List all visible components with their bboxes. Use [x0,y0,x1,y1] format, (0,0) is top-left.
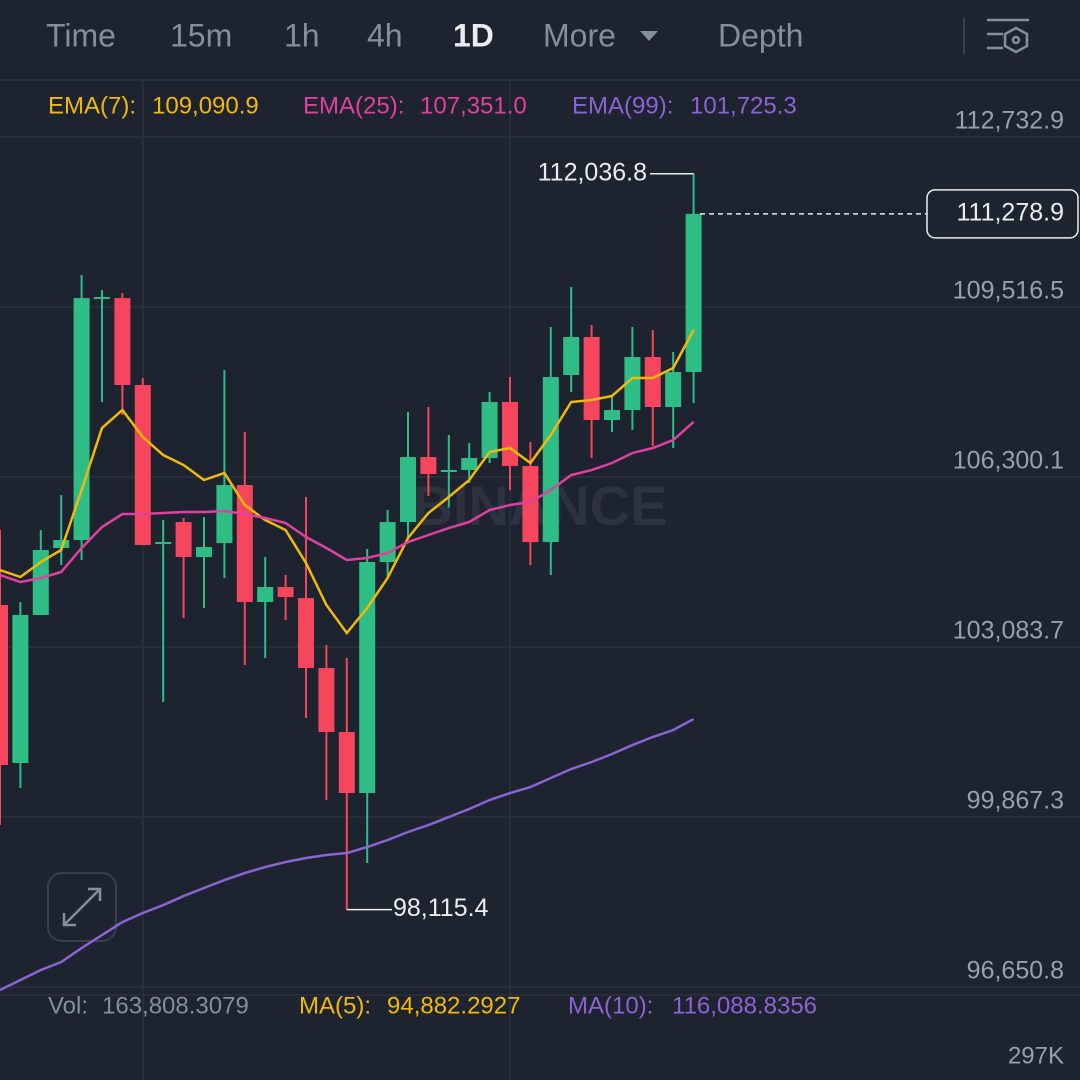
candle-body [461,458,478,470]
low-marker-label: 98,115.4 [393,894,489,922]
volume-legend-value: 116,088.8356 [672,992,817,1019]
candle-body [522,466,539,543]
candle-body [236,485,253,603]
volume-legend-value: 94,882.2927 [387,992,520,1019]
candle-body [155,542,172,545]
candle-body [298,598,314,669]
legend-value: 109,090.9 [152,92,259,119]
candle-body [216,485,233,544]
legend-label: EMA(25): [303,92,404,119]
candle-body [196,547,212,558]
volume-legend-label: MA(10): [568,992,653,1019]
candle-body [12,615,29,764]
tab[interactable]: 1D [453,17,494,53]
volume-legend-label: MA(5): [299,992,371,1019]
tab[interactable]: 4h [367,17,403,53]
ema-line [0,421,695,584]
high-marker-label: 112,036.8 [538,158,647,186]
y-tick-label: 109,516.5 [953,277,1064,305]
y-tick-label: 106,300.1 [953,447,1064,475]
candle-body [502,402,518,467]
volume-legend-label: Vol: [48,992,88,1019]
legend-label: EMA(99): [572,92,673,119]
candle-body [400,457,416,523]
candle-body [481,402,498,459]
candle-body [644,357,661,408]
y-tick-label: 103,083.7 [953,617,1064,645]
candle-body [257,587,274,603]
candle-body [563,337,580,376]
tab[interactable]: Depth [718,17,803,53]
candle-body [583,337,600,421]
candle-body [318,668,335,733]
tab[interactable]: Time [46,17,116,53]
candle-body [542,377,559,543]
candle-body [175,522,192,558]
y-tick-label: 112,732.9 [955,107,1064,135]
tab[interactable]: 1h [284,17,320,53]
legend-value: 107,351.0 [420,92,527,119]
expand-button[interactable] [47,872,117,942]
candle-body [277,587,294,598]
candle-body [134,384,151,546]
volume-axis-label: 297K [1008,1042,1064,1069]
y-tick-label: 99,867.3 [967,787,1064,815]
candle-body [114,298,131,385]
candle-body [379,522,396,563]
candle-body [624,357,641,411]
candle-body [420,457,437,475]
candle-body [440,469,457,472]
volume-legend-value: 163,808.3079 [102,992,249,1019]
candle-body [94,297,110,300]
tab[interactable]: More [543,17,616,53]
legend-label: EMA(7): [48,92,136,119]
tab[interactable]: 15m [170,17,232,53]
candle-body [0,605,8,766]
candles [0,173,702,910]
dropdown-arrow [640,31,658,41]
ema-line [0,717,695,992]
candle-body [359,562,376,794]
candle-body [604,410,620,421]
legend-value: 101,725.3 [690,92,797,119]
candle-body [53,540,70,549]
last-price-label: 111,278.9 [956,198,1064,226]
candle-body [338,732,355,794]
candle-body [665,372,682,408]
candle-body [685,213,702,373]
ema-line [0,329,695,636]
settings-icon[interactable] [987,18,1029,54]
last-price-box [926,189,1079,239]
y-tick-label: 96,650.8 [967,957,1064,985]
